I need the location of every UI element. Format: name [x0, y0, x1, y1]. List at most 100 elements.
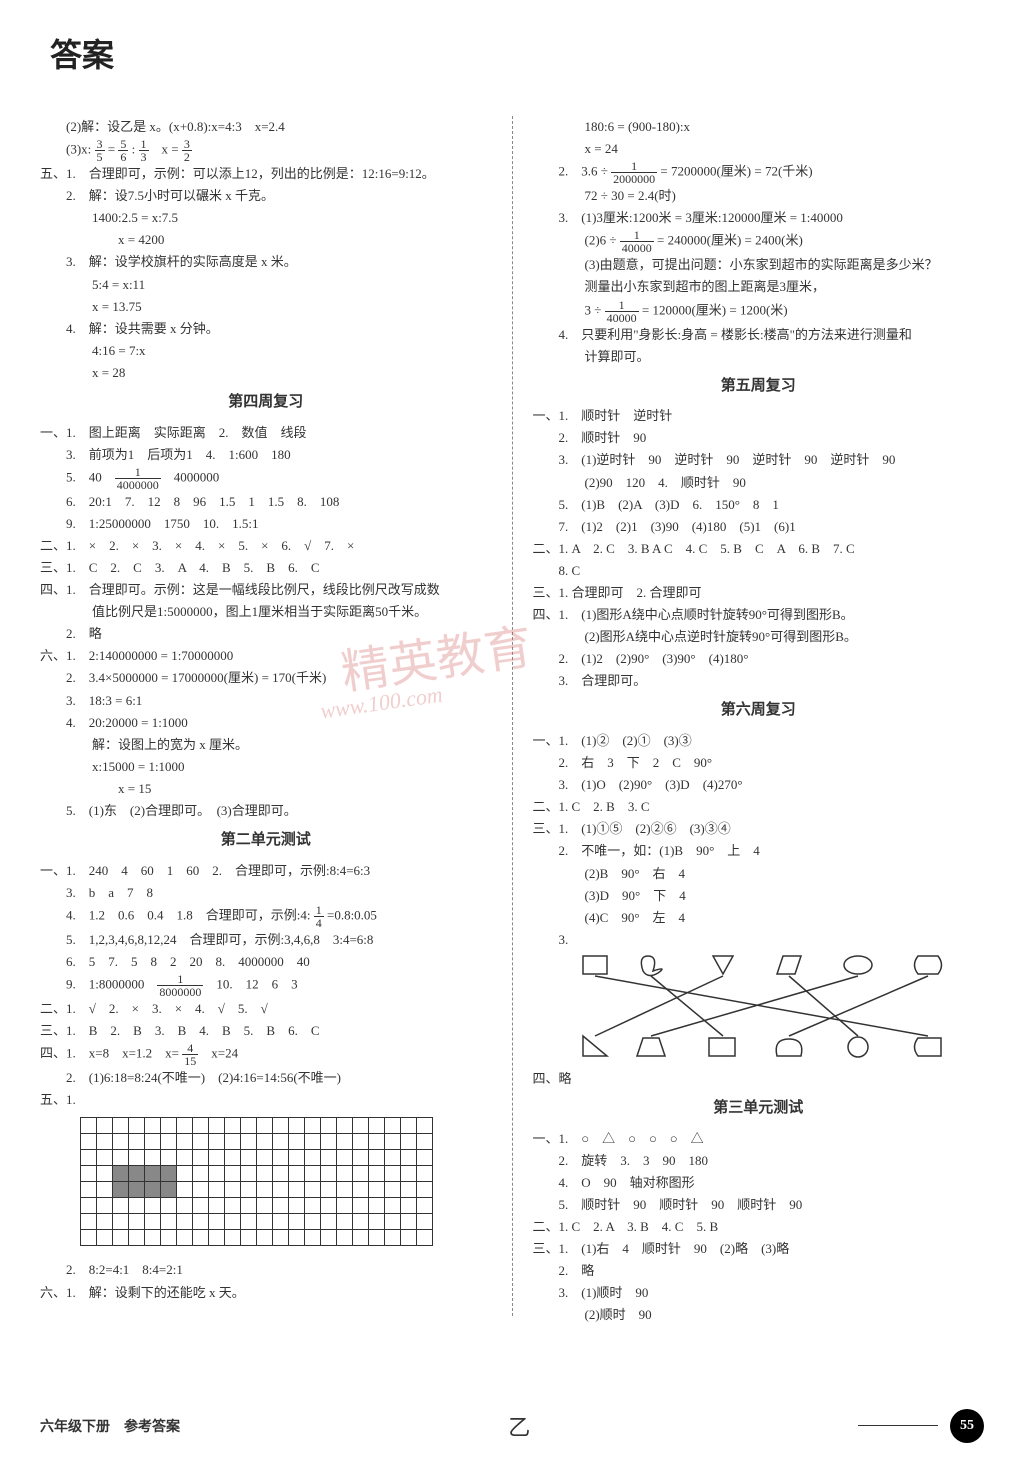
text-line: 一、1. 顺时针 逆时针	[533, 405, 985, 427]
text-line: 9. 1:25000000 1750 10. 1.5:1	[40, 513, 492, 535]
text-line: x = 24	[533, 138, 985, 160]
right-post-diagram: 四、略	[533, 1068, 985, 1090]
text-line: 解：设图上的宽为 x 厘米。	[40, 734, 492, 756]
text-line: 1400:2.5 = x:7.5	[40, 207, 492, 229]
shape-matching-diagram	[573, 951, 953, 1061]
text-line: 3 ÷ 140000 = 120000(厘米) = 1200(米)	[533, 299, 985, 324]
footer-left-text: 六年级下册 参考答案	[40, 1416, 180, 1436]
text-line: 二、1. √ 2. × 3. × 4. √ 5. √	[40, 998, 492, 1020]
footer-right: 55	[858, 1409, 984, 1443]
text-line: 三、1. (1)右 4 顺时针 90 (2)略 (3)略	[533, 1238, 985, 1260]
text-line: (2)顺时 90	[533, 1304, 985, 1326]
text-line: 二、1. × 2. × 3. × 4. × 5. × 6. √ 7. ×	[40, 535, 492, 557]
text-line: 2. 3.6 ÷ 12000000 = 7200000(厘米) = 72(千米)	[533, 160, 985, 185]
page-title: 答案	[50, 30, 984, 76]
right-unit3-block: 一、1. ○ △ ○ ○ ○ △ 2. 旋转 3. 3 90 180 4. O …	[533, 1128, 985, 1327]
left-post-grid: 2. 8:2=4:1 8:4=2:1六、1. 解：设剩下的还能吃 x 天。	[40, 1259, 492, 1303]
text-line: 2. 略	[533, 1260, 985, 1282]
text-line: 2. (1)2 (2)90° (3)90° (4)180°	[533, 648, 985, 670]
text-line: 4:16 = 7:x	[40, 340, 492, 362]
text-line: 5. 顺时针 90 顺时针 90 顺时针 90	[533, 1194, 985, 1216]
text-line: x = 4200	[40, 229, 492, 251]
page-footer: 六年级下册 参考答案 乙 55	[40, 1409, 984, 1443]
text-line: 4. 20:20000 = 1:1000	[40, 712, 492, 734]
text-line: 二、1. C 2. B 3. C	[533, 796, 985, 818]
text-line: 3. b a 7 8	[40, 882, 492, 904]
text-line: 3. (1)顺时 90	[533, 1282, 985, 1304]
text-line: 三、1. (1)①⑤ (2)②⑥ (3)③④	[533, 818, 985, 840]
text-line: 4. 解：设共需要 x 分钟。	[40, 318, 492, 340]
text-line: 二、1. C 2. A 3. B 4. C 5. B	[533, 1216, 985, 1238]
text-line: 180:6 = (900-180):x	[533, 116, 985, 138]
text-line: 5:4 = x:11	[40, 274, 492, 296]
right-sec6-block: 一、1. (1)② (2)① (3)③ 2. 右 3 下 2 C 90° 3. …	[533, 730, 985, 951]
column-divider	[512, 116, 513, 1316]
text-line: 一、1. ○ △ ○ ○ ○ △	[533, 1128, 985, 1150]
left-pre-block: (2)解：设乙是 x。(x+0.8):x=4:3 x=2.4 (3)x: 35 …	[40, 116, 492, 384]
text-line: (3)x: 35 = 56 : 13 x = 32	[40, 138, 492, 163]
text-line: 2. 3.4×5000000 = 17000000(厘米) = 170(千米)	[40, 667, 492, 689]
text-line: 二、1. A 2. C 3. B A C 4. C 5. B C A 6. B …	[533, 538, 985, 560]
text-line: 一、1. 图上距离 实际距离 2. 数值 线段	[40, 422, 492, 444]
text-line: 四、1. 合理即可。示例：这是一幅线段比例尺，线段比例尺改写成数	[40, 579, 492, 601]
text-line: 2. 8:2=4:1 8:4=2:1	[40, 1259, 492, 1281]
section-title-week6: 第六周复习	[533, 698, 985, 724]
text-line: 4. 1.2 0.6 0.4 1.8 合理即可，示例:4: 14 =0.8:0.…	[40, 904, 492, 929]
text-line: x:15000 = 1:1000	[40, 756, 492, 778]
right-sec5-block: 一、1. 顺时针 逆时针 2. 顺时针 90 3. (1)逆时针 90 逆时针 …	[533, 405, 985, 692]
text-line: 一、1. 240 4 60 1 60 2. 合理即可，示例:8:4=6:3	[40, 860, 492, 882]
text-line: 9. 1:8000000 18000000 10. 12 6 3	[40, 973, 492, 998]
text-line: 8. C	[533, 560, 985, 582]
text-line: 三、1. C 2. C 3. A 4. B 5. B 6. C	[40, 557, 492, 579]
right-column: 180:6 = (900-180):x x = 24 2. 3.6 ÷ 1200…	[533, 116, 985, 1326]
text-line: 五、1.	[40, 1089, 492, 1111]
text-line: 四、1. x=8 x=1.2 x= 415 x=24	[40, 1042, 492, 1067]
text-line: x = 13.75	[40, 296, 492, 318]
text-line: (3)D 90° 下 4	[533, 885, 985, 907]
right-pre-block: 180:6 = (900-180):x x = 24 2. 3.6 ÷ 1200…	[533, 116, 985, 368]
text-line: 六、1. 解：设剩下的还能吃 x 天。	[40, 1282, 492, 1304]
text-line: 5. (1)东 (2)合理即可。 (3)合理即可。	[40, 800, 492, 822]
left-column: (2)解：设乙是 x。(x+0.8):x=4:3 x=2.4 (3)x: 35 …	[40, 116, 492, 1326]
text-line: 5. 1,2,3,4,6,8,12,24 合理即可，示例:3,4,6,8 3:4…	[40, 929, 492, 951]
text-line: 4. 只要利用"身影长:身高 = 楼影长:楼高"的方法来进行测量和	[533, 324, 985, 346]
text-line: 4. O 90 轴对称图形	[533, 1172, 985, 1194]
text-line: (4)C 90° 左 4	[533, 907, 985, 929]
footer-mid-mark: 乙	[508, 1410, 530, 1442]
text-line: 五、1. 合理即可，示例：可以添上12，列出的比例是：12:16=9:12。	[40, 163, 492, 185]
text-line: 5. 40 14000000 4000000	[40, 466, 492, 491]
text-line: 测量出小东家到超市的图上距离是3厘米，	[533, 276, 985, 298]
text-line: 值比例尺是1:5000000，图上1厘米相当于实际距离50千米。	[40, 601, 492, 623]
section-title-unit2: 第二单元测试	[40, 828, 492, 854]
text-line: 6. 20:1 7. 12 8 96 1.5 1 1.5 8. 108	[40, 491, 492, 513]
text-line: 2. 解：设7.5小时可以碾米 x 千克。	[40, 185, 492, 207]
text-line: 2. 顺时针 90	[533, 427, 985, 449]
text-line: 三、1. 合理即可 2. 合理即可	[533, 582, 985, 604]
text-line: 四、1. (1)图形A绕中心点顺时针旋转90°可得到图形B。	[533, 604, 985, 626]
text-line: 2. 旋转 3. 3 90 180	[533, 1150, 985, 1172]
text-line: 六、1. 2:140000000 = 1:70000000	[40, 645, 492, 667]
text-line: (3)由题意，可提出问题：小东家到超市的实际距离是多少米？	[533, 254, 985, 276]
text-line: 四、略	[533, 1068, 985, 1090]
text-line: 3. (1)逆时针 90 逆时针 90 逆时针 90 逆时针 90	[533, 449, 985, 471]
left-unit2-block: 一、1. 240 4 60 1 60 2. 合理即可，示例:8:4=6:3 3.…	[40, 860, 492, 1112]
text-line: (2)B 90° 右 4	[533, 863, 985, 885]
text-line: 2. 不唯一，如：(1)B 90° 上 4	[533, 840, 985, 862]
text-line: 5. (1)B (2)A (3)D 6. 150° 8 1	[533, 494, 985, 516]
page-number: 55	[950, 1409, 984, 1443]
text-line: x = 28	[40, 362, 492, 384]
grid-figure	[80, 1117, 433, 1246]
text-line: (2)90 120 4. 顺时针 90	[533, 472, 985, 494]
section-title-unit3: 第三单元测试	[533, 1096, 985, 1122]
text-line: (2)6 ÷ 140000 = 240000(厘米) = 2400(米)	[533, 229, 985, 254]
text-line: 6. 5 7. 5 8 2 20 8. 4000000 40	[40, 951, 492, 973]
text-line: 3. 解：设学校旗杆的实际高度是 x 米。	[40, 251, 492, 273]
text-line: 三、1. B 2. B 3. B 4. B 5. B 6. C	[40, 1020, 492, 1042]
text-line: 计算即可。	[533, 346, 985, 368]
text-line: 7. (1)2 (2)1 (3)90 (4)180 (5)1 (6)1	[533, 516, 985, 538]
text-line: (2)解：设乙是 x。(x+0.8):x=4:3 x=2.4	[40, 116, 492, 138]
text-line: 3. 前项为1 后项为1 4. 1:600 180	[40, 444, 492, 466]
text-line: 3. 合理即可。	[533, 670, 985, 692]
text-line: 3. (1)3厘米:1200米 = 3厘米:120000厘米 = 1:40000	[533, 207, 985, 229]
text-line: (2)图形A绕中心点逆时针旋转90°可得到图形B。	[533, 626, 985, 648]
